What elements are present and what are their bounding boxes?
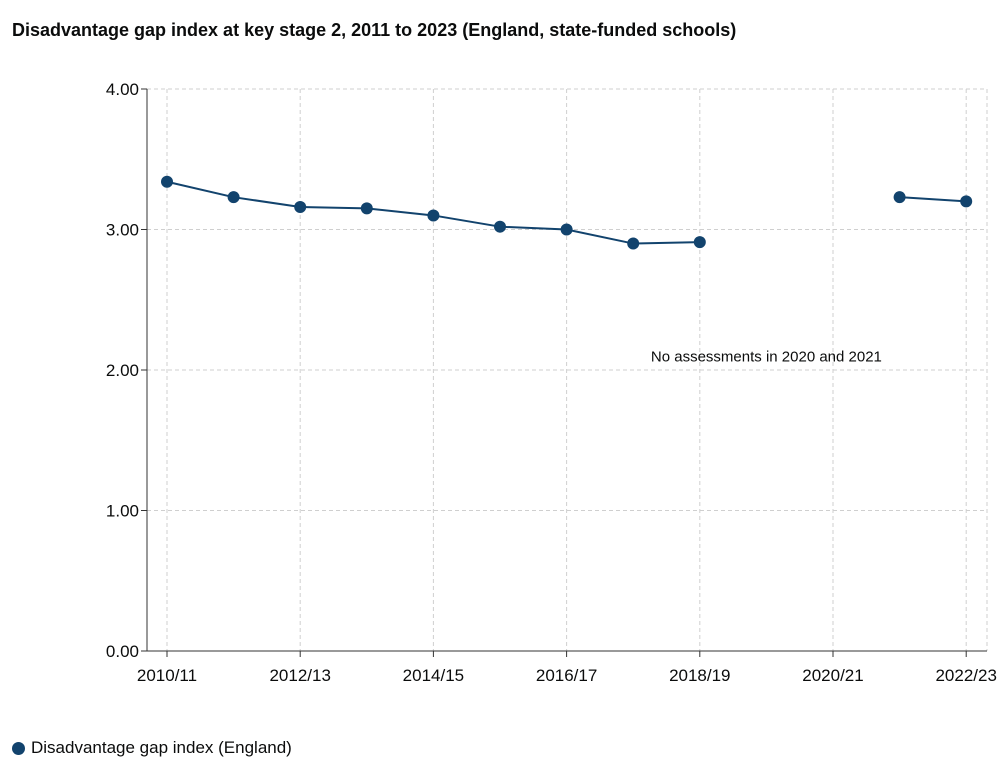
y-tick-label: 0.00 [106, 642, 139, 661]
data-point [161, 175, 173, 188]
annotations: No assessments in 2020 and 2021 [651, 349, 882, 366]
data-point [427, 209, 440, 222]
data-point [960, 195, 973, 208]
grid-lines [147, 88, 988, 651]
data-point [360, 202, 373, 215]
data-point [627, 237, 640, 250]
data-point [560, 223, 573, 236]
data-point [494, 220, 506, 233]
x-tick-label: 2020/21 [802, 666, 863, 685]
y-tick-label: 1.00 [106, 502, 139, 521]
legend: Disadvantage gap index (England) [12, 738, 292, 758]
x-tick-label: 2016/17 [536, 666, 597, 685]
x-tick-label: 2010/11 [137, 666, 197, 685]
x-tick-label: 2014/15 [403, 666, 464, 685]
x-axis-ticks: 2010/11 2012/13 2014/15 2016/17 2018/19 2020/… [137, 651, 997, 685]
y-tick-label: 4.00 [106, 80, 139, 99]
chart-title: Disadvantage gap index at key stage 2, 2… [12, 20, 737, 40]
y-axis-ticks: 0.00 1.00 2.00 3.00 4.00 [106, 80, 147, 661]
y-tick-label: 2.00 [106, 361, 139, 380]
data-point [294, 201, 307, 214]
data-point [893, 191, 906, 204]
legend-label: Disadvantage gap index (England) [31, 738, 292, 757]
series-points [161, 175, 973, 250]
annotation-label: No assessments in 2020 and 2021 [651, 349, 882, 366]
x-tick-label: 2012/13 [269, 666, 330, 685]
y-tick-label: 3.00 [106, 221, 139, 240]
x-tick-label: 2018/19 [669, 666, 730, 685]
data-point [227, 191, 240, 204]
series-line [899, 196, 967, 203]
data-point [693, 236, 706, 249]
x-tick-label: 2022/23 [935, 666, 996, 685]
legend-marker [12, 741, 25, 755]
